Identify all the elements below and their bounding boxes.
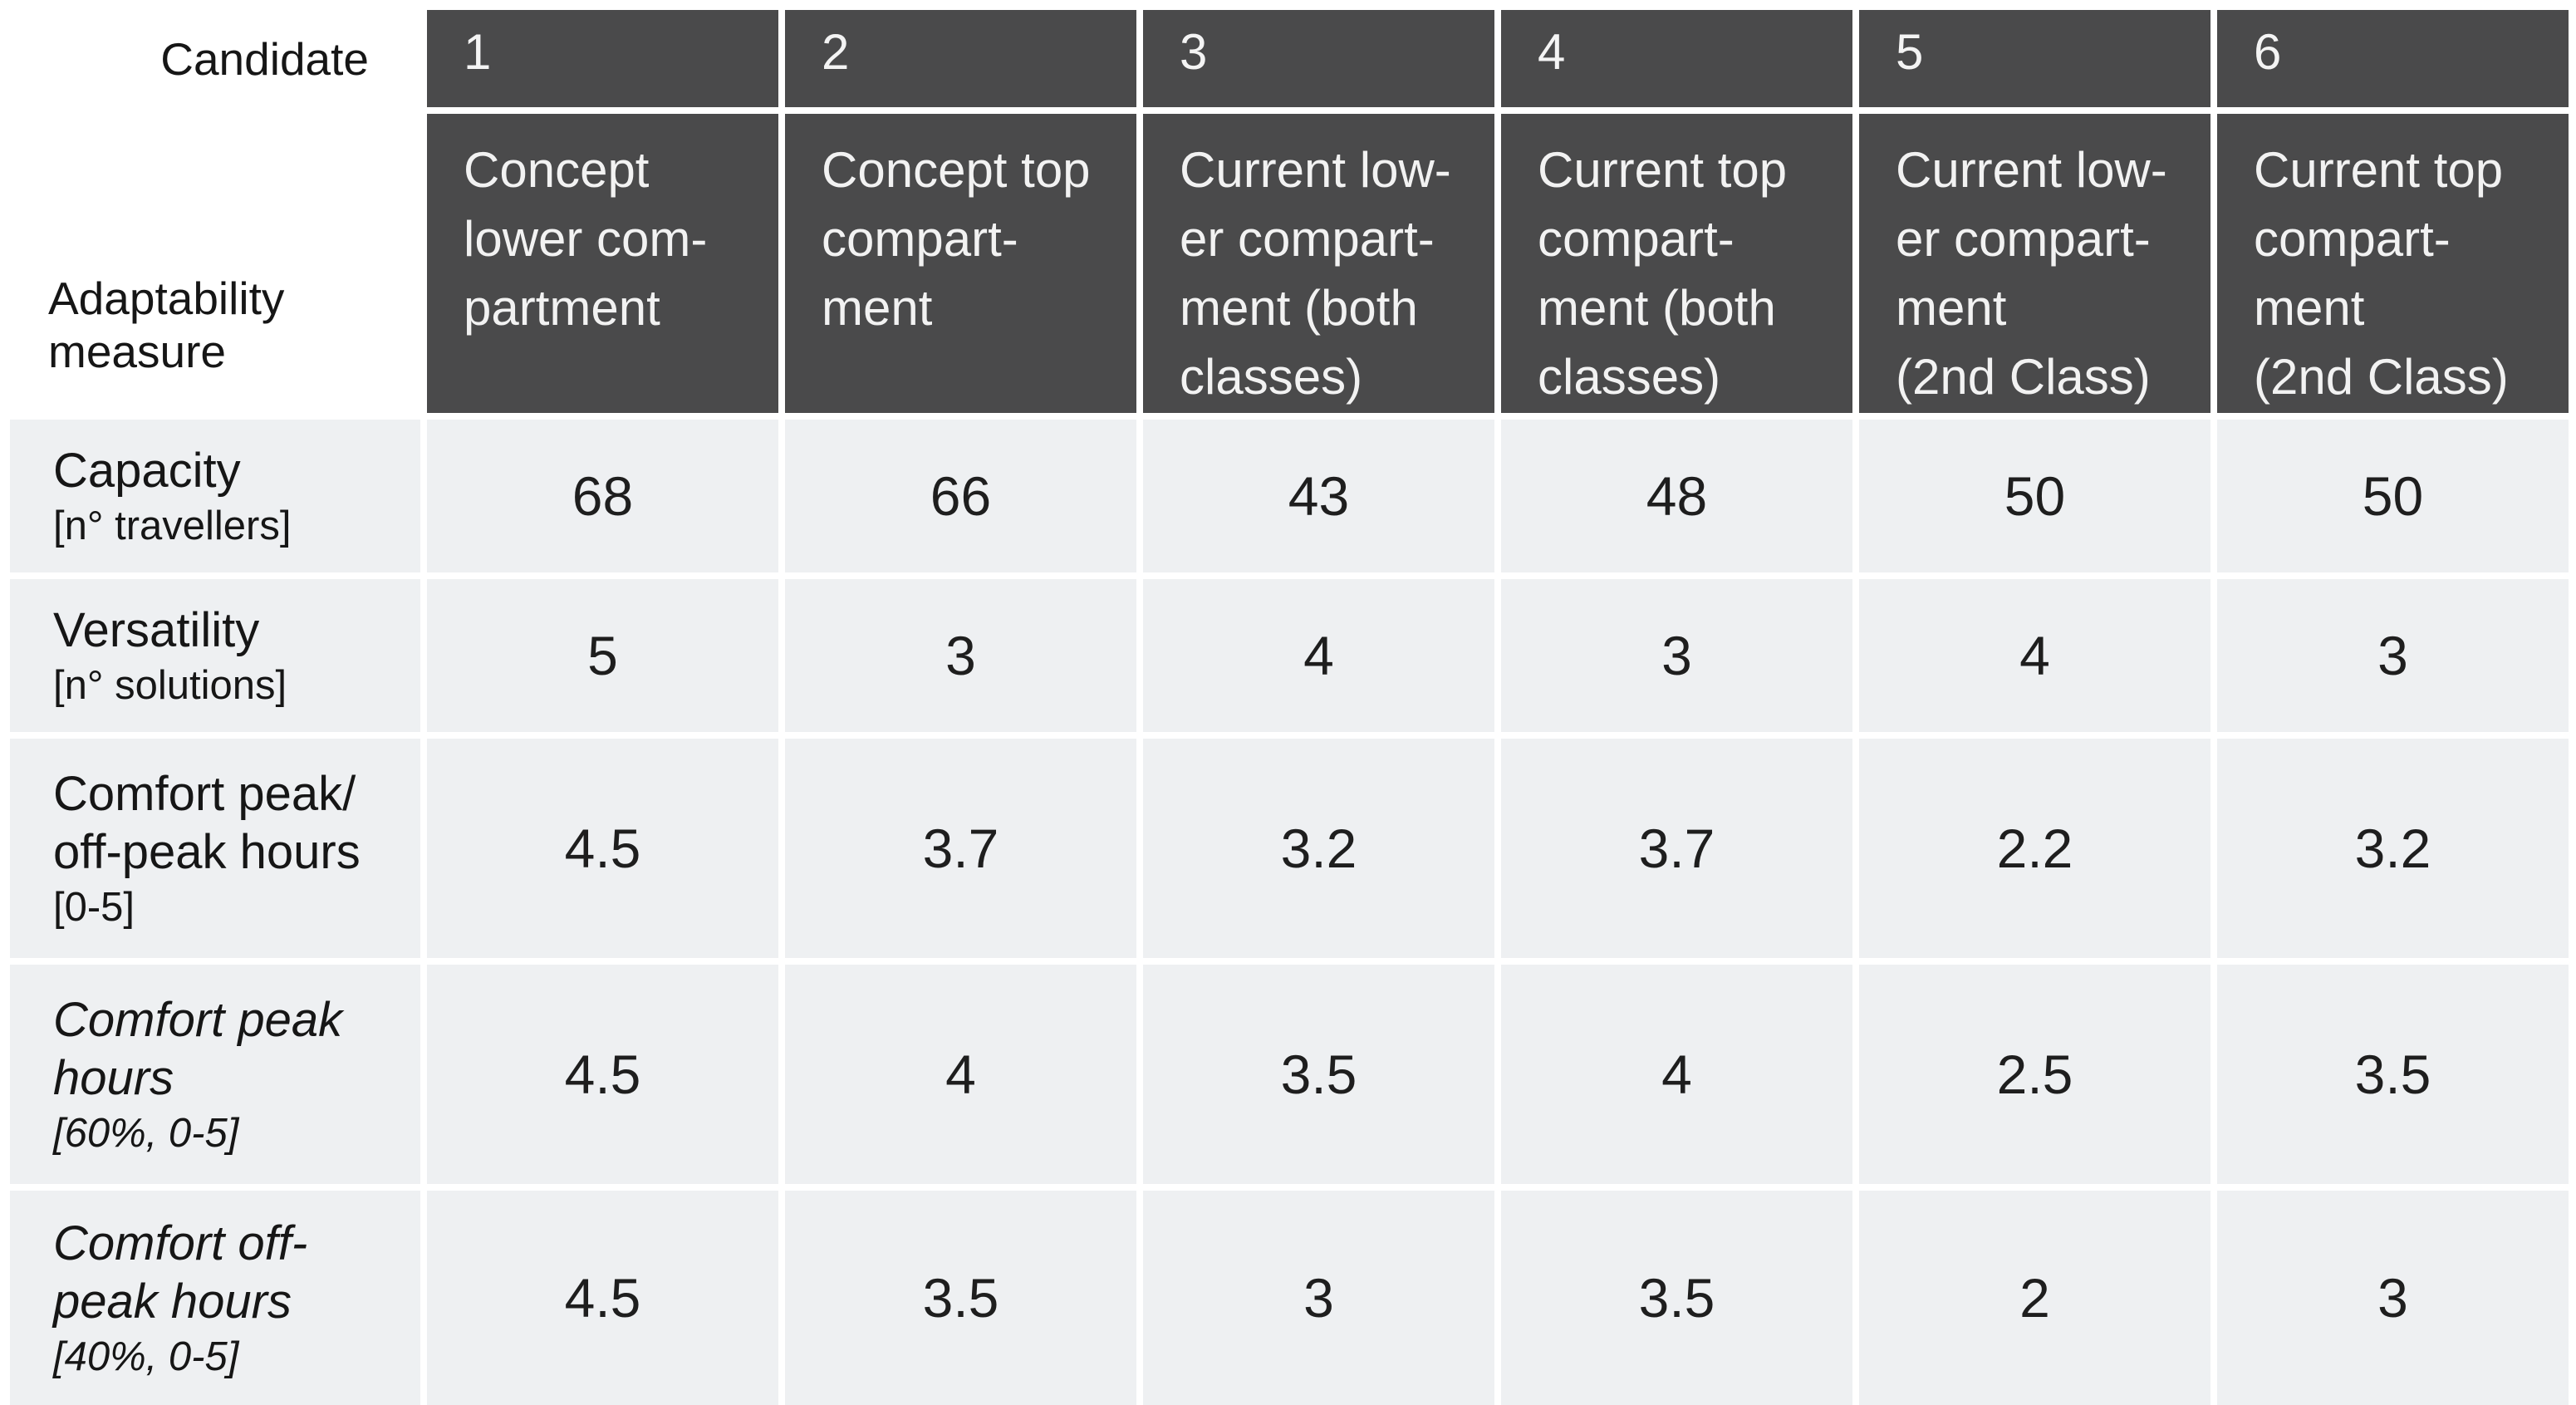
candidate-desc-3: Current low- er compart- ment (both clas… bbox=[1143, 114, 1494, 413]
row-label-comfort-offpeak: Comfort off- peak hours [40%, 0-5] bbox=[10, 1191, 420, 1405]
capacity-value-c4: 48 bbox=[1501, 420, 1852, 572]
candidate-number-4: 4 bbox=[1501, 10, 1852, 107]
comfort-offpeak-value-c6: 3 bbox=[2217, 1191, 2569, 1405]
comfort-peak-offpeak-value-c6: 3.2 bbox=[2217, 739, 2569, 958]
candidate-number-6: 6 bbox=[2217, 10, 2569, 107]
capacity-value-c5: 50 bbox=[1859, 420, 2210, 572]
measure-header-label: Adaptability measure bbox=[10, 114, 420, 413]
comfort-peak-value-c6: 3.5 bbox=[2217, 965, 2569, 1184]
capacity-value-c3: 43 bbox=[1143, 420, 1494, 572]
comfort-offpeak-value-c2: 3.5 bbox=[785, 1191, 1136, 1405]
comfort-peak-value-c1: 4.5 bbox=[427, 965, 778, 1184]
row-unit-comfort-offpeak: [40%, 0-5] bbox=[53, 1334, 239, 1379]
versatility-value-c2: 3 bbox=[785, 579, 1136, 732]
row-unit-versatility: [n° solutions] bbox=[53, 663, 287, 708]
comfort-offpeak-value-c3: 3 bbox=[1143, 1191, 1494, 1405]
candidate-desc-2: Concept top compart- ment bbox=[785, 114, 1136, 413]
versatility-value-c1: 5 bbox=[427, 579, 778, 732]
row-label-versatility: Versatility [n° solutions] bbox=[10, 579, 420, 732]
comfort-peak-value-c2: 4 bbox=[785, 965, 1136, 1184]
candidate-number-2: 2 bbox=[785, 10, 1136, 107]
comfort-peak-offpeak-value-c1: 4.5 bbox=[427, 739, 778, 958]
candidate-desc-6: Current top compart- ment (2nd Class) bbox=[2217, 114, 2569, 413]
comfort-peak-offpeak-value-c2: 3.7 bbox=[785, 739, 1136, 958]
capacity-value-c2: 66 bbox=[785, 420, 1136, 572]
row-label-capacity: Capacity [n° travellers] bbox=[10, 420, 420, 572]
row-unit-comfort-peak: [60%, 0-5] bbox=[53, 1111, 239, 1156]
candidate-number-5: 5 bbox=[1859, 10, 2210, 107]
comfort-peak-offpeak-value-c4: 3.7 bbox=[1501, 739, 1852, 958]
versatility-value-c6: 3 bbox=[2217, 579, 2569, 732]
candidate-number-3: 3 bbox=[1143, 10, 1494, 107]
row-label-comfort-peak: Comfort peak hours [60%, 0-5] bbox=[10, 965, 420, 1184]
versatility-value-c3: 4 bbox=[1143, 579, 1494, 732]
adaptability-table: Candidate 1 2 3 4 5 6 Adaptability measu… bbox=[10, 10, 2569, 1405]
capacity-value-c6: 50 bbox=[2217, 420, 2569, 572]
comfort-offpeak-value-c1: 4.5 bbox=[427, 1191, 778, 1405]
comfort-offpeak-value-c4: 3.5 bbox=[1501, 1191, 1852, 1405]
row-label-comfort-peak-offpeak: Comfort peak/ off-peak hours [0-5] bbox=[10, 739, 420, 958]
row-unit-capacity: [n° travellers] bbox=[53, 504, 292, 548]
candidate-desc-5: Current low- er compart- ment (2nd Class… bbox=[1859, 114, 2210, 413]
candidate-header-label: Candidate bbox=[10, 10, 420, 107]
candidate-number-1: 1 bbox=[427, 10, 778, 107]
comfort-peak-value-c5: 2.5 bbox=[1859, 965, 2210, 1184]
capacity-value-c1: 68 bbox=[427, 420, 778, 572]
measure-header-line1: Adaptability bbox=[48, 273, 285, 324]
candidate-desc-4: Current top compart- ment (both classes) bbox=[1501, 114, 1852, 413]
row-unit-comfort-peak-offpeak: [0-5] bbox=[53, 885, 135, 930]
versatility-value-c4: 3 bbox=[1501, 579, 1852, 732]
comfort-peak-value-c4: 4 bbox=[1501, 965, 1852, 1184]
comfort-peak-value-c3: 3.5 bbox=[1143, 965, 1494, 1184]
versatility-value-c5: 4 bbox=[1859, 579, 2210, 732]
comfort-peak-offpeak-value-c3: 3.2 bbox=[1143, 739, 1494, 958]
comfort-peak-offpeak-value-c5: 2.2 bbox=[1859, 739, 2210, 958]
measure-header-line2: measure bbox=[48, 326, 226, 377]
candidate-desc-1: Concept lower com- partment bbox=[427, 114, 778, 413]
comfort-offpeak-value-c5: 2 bbox=[1859, 1191, 2210, 1405]
